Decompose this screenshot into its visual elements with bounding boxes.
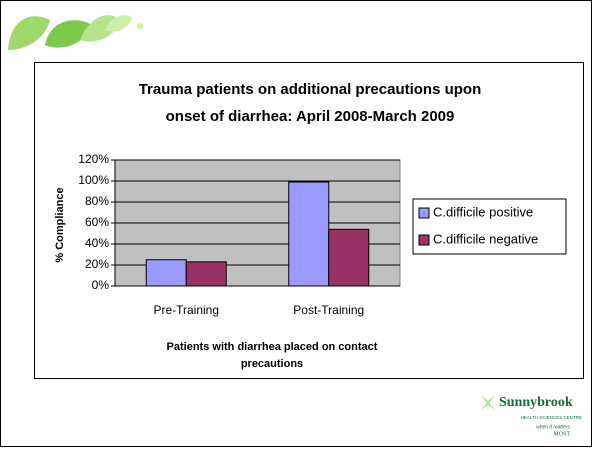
- logo-icon: [480, 395, 496, 411]
- legend-swatch: [418, 207, 430, 219]
- y-tick-label: 120%: [78, 152, 109, 166]
- x-axis-label: Patients with diarrhea placed on contact: [167, 341, 378, 353]
- bar: [328, 228, 370, 287]
- legend-label: C.difficile negative: [433, 231, 538, 246]
- bar: [185, 261, 227, 287]
- bar: [145, 259, 187, 287]
- x-tick-label: Post-Training: [293, 303, 364, 317]
- legend-label: C.difficile positive: [433, 204, 533, 219]
- logo-tagline: MOST: [553, 431, 570, 437]
- legend-swatch: [418, 234, 430, 246]
- y-tick-label: 40%: [85, 236, 109, 250]
- y-tick-label: 100%: [78, 173, 109, 187]
- logo: Sunnybrook HEALTH SCIENCES CENTRE when i…: [480, 395, 582, 437]
- y-tick-label: 60%: [85, 215, 109, 229]
- logo-name: Sunnybrook: [499, 395, 573, 410]
- chart-title: Trauma patients on additional precaution…: [139, 81, 482, 98]
- logo-tagline: when it matters: [536, 424, 570, 430]
- y-axis-label: % Compliance: [54, 187, 66, 262]
- bar: [288, 181, 330, 287]
- x-axis-label: precautions: [241, 358, 303, 370]
- y-tick-label: 80%: [85, 194, 109, 208]
- y-tick-label: 0%: [92, 278, 110, 292]
- leaf-decoration: [8, 15, 143, 50]
- logo-subtitle: HEALTH SCIENCES CENTRE: [521, 415, 582, 420]
- chart-title: onset of diarrhea: April 2008-March 2009: [166, 108, 455, 125]
- x-tick-label: Pre-Training: [153, 303, 219, 317]
- y-tick-label: 20%: [85, 257, 109, 271]
- legend: [412, 198, 567, 255]
